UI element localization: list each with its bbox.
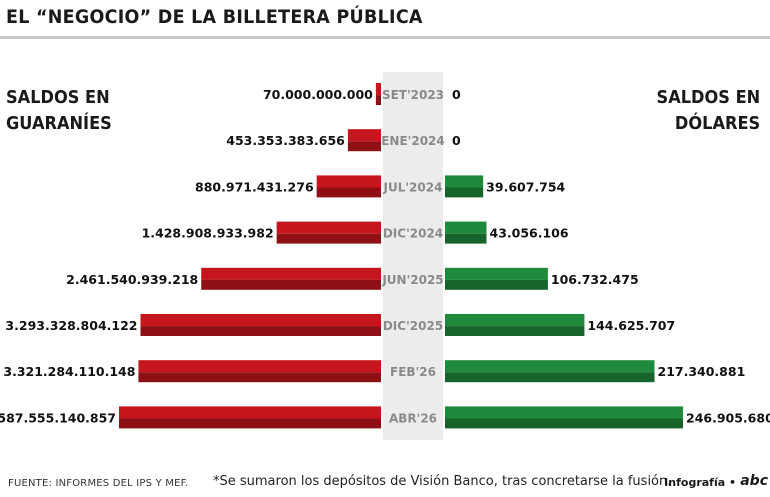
dolares-value-label: 43.056.106 bbox=[490, 226, 569, 241]
dolares-value-label: 0 bbox=[452, 133, 461, 148]
guaranies-bar bbox=[347, 129, 381, 142]
dolares-bar-shade bbox=[445, 233, 487, 244]
dolares-value-label: 0 bbox=[452, 87, 461, 102]
guaranies-value-label: 3.293.328.804.122 bbox=[5, 318, 137, 333]
abc-logo: abc bbox=[740, 473, 768, 489]
guaranies-bar-shade bbox=[347, 141, 381, 152]
page-title: EL “NEGOCIO” DE LA BILLETERA PÚBLICA bbox=[6, 6, 423, 28]
guaranies-bar-shade bbox=[276, 233, 381, 244]
guaranies-bar-shade bbox=[375, 95, 381, 105]
dolares-bar bbox=[445, 175, 484, 188]
dolares-bar-shade bbox=[445, 187, 484, 198]
dolares-bar-shade bbox=[445, 279, 548, 290]
guaranies-value-label: 70.000.000.000 bbox=[263, 87, 373, 102]
guaranies-bar bbox=[138, 360, 381, 373]
right-axis-label-line-1: SALDOS EN bbox=[656, 87, 760, 108]
guaranies-bar-shade bbox=[138, 372, 381, 383]
right-axis-label: SALDOS EN DÓLARES bbox=[656, 85, 760, 137]
guaranies-value-label: 1.428.908.933.982 bbox=[142, 226, 274, 241]
right-axis-label-line-2: DÓLARES bbox=[674, 113, 760, 134]
dolares-bar bbox=[445, 221, 487, 234]
guaranies-bar-shade bbox=[140, 326, 381, 336]
guaranies-bar bbox=[201, 267, 381, 280]
dolares-value-label: 39.607.754 bbox=[486, 179, 565, 194]
category-label: DIC'2024 bbox=[383, 227, 443, 241]
guaranies-bar bbox=[316, 175, 381, 188]
category-label: ENE'2024 bbox=[381, 134, 445, 148]
category-label: JUN'2025 bbox=[381, 273, 443, 287]
guaranies-bar bbox=[140, 314, 381, 327]
category-column bbox=[383, 72, 443, 440]
dolares-bar bbox=[445, 314, 585, 327]
dolares-bar bbox=[445, 406, 683, 419]
source-note: FUENTE: INFORMES DEL IPS Y MEF. bbox=[8, 478, 189, 489]
dolares-bar-shade bbox=[445, 418, 683, 429]
guaranies-bar-shade bbox=[119, 418, 381, 429]
title-divider bbox=[0, 36, 770, 39]
left-axis-label-line-2: GUARANÍES bbox=[6, 113, 112, 134]
dolares-value-label: 246.905.680 bbox=[686, 410, 770, 425]
guaranies-value-label: 453.353.383.656 bbox=[226, 133, 345, 148]
guaranies-value-label: 3.587.555.140.857 bbox=[0, 410, 116, 425]
guaranies-value-label: 2.461.540.939.218 bbox=[66, 272, 198, 287]
guaranies-bar bbox=[276, 221, 381, 234]
dolares-value-label: 217.340.881 bbox=[658, 364, 746, 379]
category-label: ABR'26 bbox=[389, 411, 437, 425]
dolares-bar-shade bbox=[445, 372, 655, 383]
footnote: *Se sumaron los depósitos de Visión Banc… bbox=[213, 474, 672, 489]
credit-text: Infografía • bbox=[664, 476, 736, 489]
category-label: SET'2023 bbox=[382, 88, 444, 102]
category-label: FEB'26 bbox=[390, 365, 436, 379]
category-label: JUL'2024 bbox=[383, 180, 443, 194]
dolares-bar bbox=[445, 360, 655, 373]
guaranies-value-label: 3.321.284.110.148 bbox=[3, 364, 135, 379]
left-axis-label: SALDOS EN GUARANÍES bbox=[6, 85, 112, 137]
category-label: DIC'2025 bbox=[383, 319, 443, 333]
dolares-bar-shade bbox=[445, 326, 585, 336]
guaranies-bar-shade bbox=[316, 187, 381, 198]
guaranies-bar-shade bbox=[201, 279, 381, 290]
dolares-value-label: 144.625.707 bbox=[587, 318, 675, 333]
guaranies-value-label: 880.971.431.276 bbox=[195, 179, 314, 194]
left-axis-label-line-1: SALDOS EN bbox=[6, 87, 110, 108]
guaranies-bar bbox=[119, 406, 381, 419]
dolares-value-label: 106.732.475 bbox=[551, 272, 639, 287]
guaranies-bar bbox=[375, 83, 381, 96]
dolares-bar bbox=[445, 267, 548, 280]
